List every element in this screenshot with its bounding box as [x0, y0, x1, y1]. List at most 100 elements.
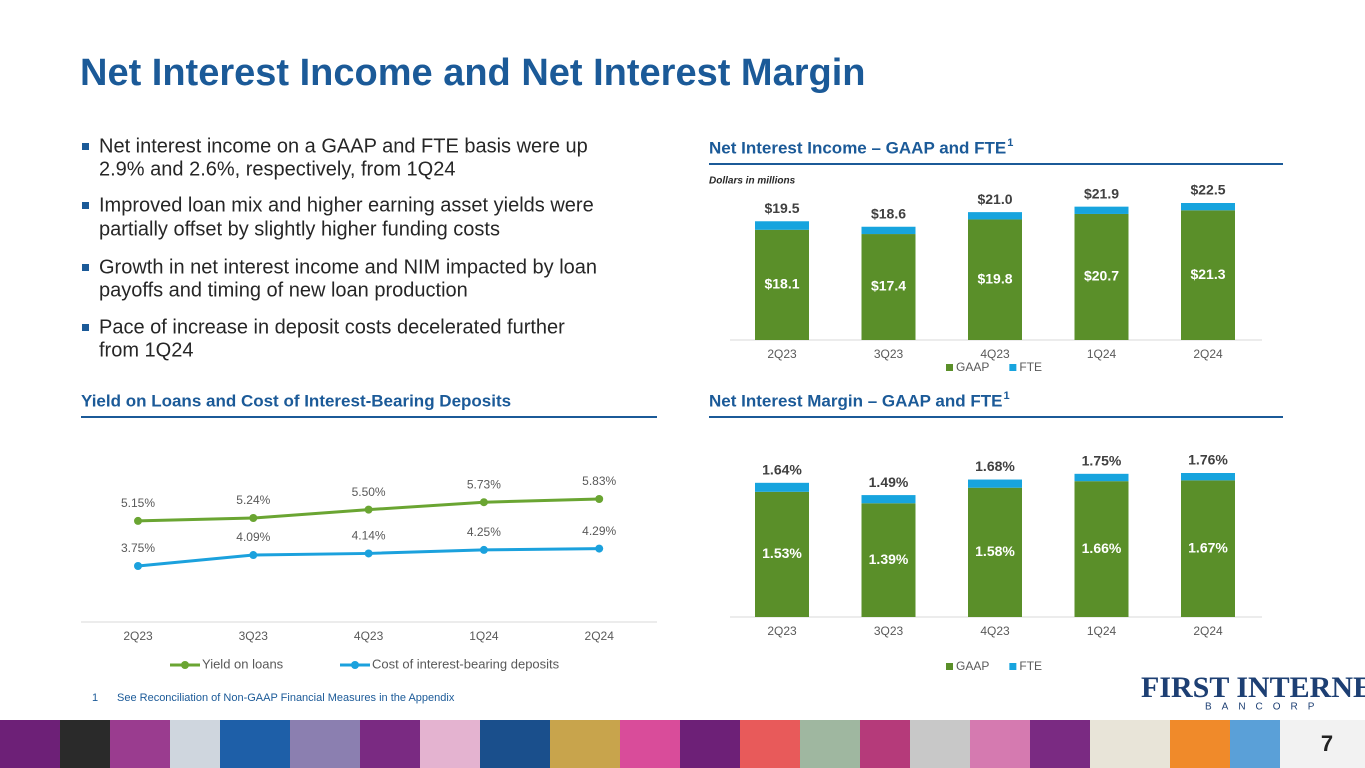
- bullet-marker: [82, 264, 89, 271]
- series-point: [595, 495, 604, 503]
- point-value-label: 4.25%: [467, 525, 501, 539]
- bar-total-label: 1.68%: [975, 458, 1015, 474]
- x-tick-label: 2Q23: [767, 347, 797, 361]
- slide-title: Net Interest Income and Net Interest Mar…: [80, 52, 866, 94]
- bar-total-label: $18.6: [871, 205, 906, 221]
- bar-total-label: $19.5: [764, 200, 799, 216]
- bullet-text: Growth in net interest income and NIM im…: [99, 256, 597, 278]
- chart-title: Net Interest Income – GAAP and FTE: [709, 138, 1006, 157]
- series-point: [134, 562, 142, 570]
- bar-gaap: [1074, 213, 1129, 340]
- point-value-label: 5.15%: [121, 496, 155, 510]
- legend-label: Yield on loans: [202, 656, 284, 671]
- x-tick-label: 2Q23: [767, 624, 797, 638]
- point-value-label: 3.75%: [121, 541, 155, 555]
- chart-title-superscript: 1: [1003, 390, 1009, 402]
- bar-value-label: $20.7: [1084, 268, 1119, 284]
- bar-fte: [755, 221, 809, 230]
- bullet-text: Improved loan mix and higher earning ass…: [99, 194, 594, 216]
- bar-value-label: 1.53%: [762, 545, 802, 561]
- x-tick-label: 2Q24: [1193, 624, 1223, 638]
- series-point: [479, 545, 488, 554]
- bottom-strip: [0, 720, 1365, 768]
- chart-title: Net Interest Margin – GAAP and FTE: [709, 391, 1002, 410]
- chart-subtitle: Dollars in millions: [709, 176, 796, 187]
- x-tick-label: 2Q23: [123, 629, 153, 643]
- x-tick-label: 4Q23: [980, 347, 1010, 361]
- legend-swatch: [946, 364, 953, 371]
- bar-value-label: $19.8: [977, 270, 1012, 286]
- bar-fte: [968, 212, 1022, 220]
- bar-fte: [1181, 203, 1235, 211]
- bar-gaap: [1181, 480, 1235, 617]
- bar-total-label: $22.5: [1190, 182, 1225, 198]
- series-point: [364, 549, 373, 558]
- x-tick-label: 1Q24: [469, 629, 499, 643]
- bar-gaap: [755, 229, 809, 340]
- x-tick-label: 3Q23: [874, 624, 904, 638]
- bullet-text: partially offset by slightly higher fund…: [99, 218, 500, 240]
- legend-label: FTE: [1019, 360, 1042, 374]
- bullet-text: from 1Q24: [99, 339, 193, 361]
- point-value-label: 4.29%: [582, 524, 616, 538]
- bullet-text: Net interest income on a GAAP and FTE ba…: [99, 135, 588, 157]
- page-number: 7: [1321, 731, 1333, 756]
- bar-value-label: $17.4: [871, 278, 906, 294]
- legend-label: GAAP: [956, 360, 989, 374]
- bullet-marker: [82, 202, 89, 209]
- bar-value-label: $21.3: [1190, 266, 1225, 282]
- bar-value-label: $18.1: [764, 276, 799, 292]
- bar-fte: [1074, 206, 1129, 214]
- bar-value-label: 1.39%: [869, 551, 909, 567]
- bullet-text: Pace of increase in deposit costs decele…: [99, 316, 565, 338]
- series-point: [479, 498, 488, 507]
- point-value-label: 5.50%: [352, 485, 386, 499]
- bar-fte: [1181, 473, 1235, 481]
- legend-marker: [351, 661, 359, 669]
- footnote-number: 1: [92, 692, 98, 704]
- chart-title: Yield on Loans and Cost of Interest-Bear…: [81, 391, 511, 410]
- bar-total-label: $21.0: [977, 191, 1012, 207]
- series-point: [364, 505, 373, 514]
- legend-swatch: [1009, 663, 1017, 670]
- legend-swatch: [946, 663, 953, 670]
- bar-gaap: [755, 491, 809, 617]
- x-tick-label: 1Q24: [1087, 624, 1117, 638]
- bar-gaap: [1074, 481, 1129, 617]
- series-point: [249, 551, 258, 560]
- point-value-label: 4.09%: [236, 530, 270, 544]
- x-tick-label: 3Q23: [874, 347, 904, 361]
- series-point: [134, 516, 142, 525]
- x-tick-label: 3Q23: [239, 629, 269, 643]
- bar-gaap: [968, 219, 1022, 340]
- chart-title-superscript: 1: [1007, 137, 1013, 149]
- legend-label: FTE: [1019, 659, 1042, 673]
- x-tick-label: 1Q24: [1087, 347, 1117, 361]
- logo-name: FIRST INTERNET: [1141, 671, 1365, 704]
- bar-gaap: [861, 503, 916, 617]
- bar-fte: [861, 226, 916, 235]
- bar-value-label: 1.67%: [1188, 539, 1228, 555]
- bar-fte: [755, 482, 809, 492]
- bar-total-label: $21.9: [1084, 185, 1119, 201]
- bar-gaap: [1181, 210, 1235, 340]
- legend-label: GAAP: [956, 659, 989, 673]
- bullet-marker: [82, 143, 89, 150]
- x-tick-label: 4Q23: [980, 624, 1010, 638]
- series-point: [595, 544, 604, 553]
- footnote-text: See Reconciliation of Non-GAAP Financial…: [117, 692, 455, 704]
- x-tick-label: 2Q24: [1193, 347, 1223, 361]
- legend-swatch: [1009, 364, 1017, 371]
- bar-value-label: 1.58%: [975, 543, 1015, 559]
- bar-total-label: 1.76%: [1188, 452, 1228, 468]
- x-tick-label: 2Q24: [585, 629, 615, 643]
- bar-value-label: 1.66%: [1082, 540, 1122, 556]
- bar-fte: [861, 495, 916, 504]
- legend-label: Cost of interest-bearing deposits: [372, 656, 560, 671]
- bar-fte: [968, 479, 1022, 488]
- series-point: [249, 514, 258, 523]
- bullet-text: 2.9% and 2.6%, respectively, from 1Q24: [99, 158, 455, 180]
- x-tick-label: 4Q23: [354, 629, 384, 643]
